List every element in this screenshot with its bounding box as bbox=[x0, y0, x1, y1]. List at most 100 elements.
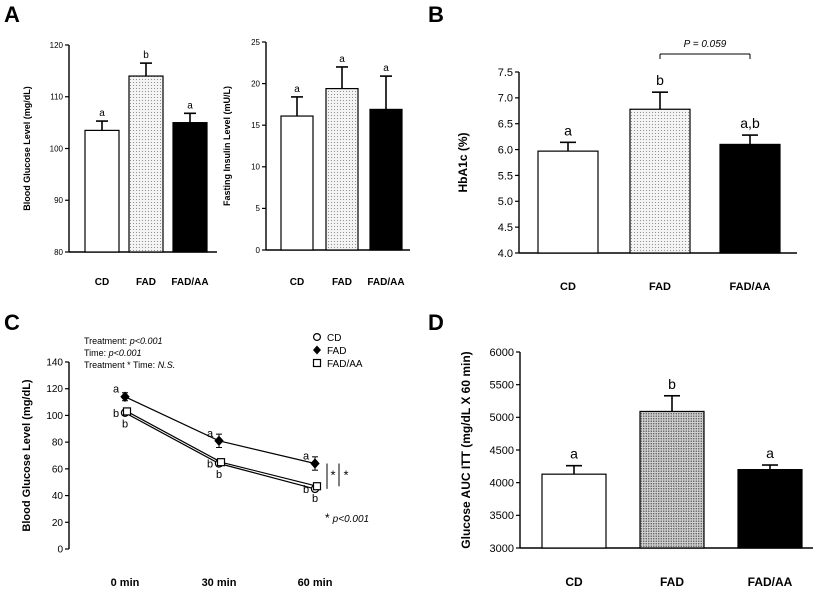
significance-letter: a bbox=[294, 84, 300, 95]
footnote-star: * bbox=[325, 511, 330, 525]
data-point-fad bbox=[214, 435, 224, 447]
category-label: FAD/AA bbox=[171, 277, 208, 288]
category-label: FAD bbox=[332, 277, 352, 288]
y-tick-label: 5.5 bbox=[498, 170, 513, 182]
y-tick-label: 6.5 bbox=[498, 119, 513, 131]
panel-letter-a: A bbox=[4, 2, 20, 27]
significance-letter: a bbox=[187, 100, 193, 111]
y-axis-title: Blood Glucose Level (mg/dL) bbox=[21, 379, 33, 532]
y-axis-title: Blood Glucose Level (mg/dL) bbox=[22, 86, 32, 211]
category-label: FAD/AA bbox=[748, 575, 793, 589]
bar bbox=[84, 129, 120, 253]
category-label: FAD bbox=[649, 281, 671, 293]
y-tick-label: 10 bbox=[251, 163, 260, 172]
y-tick-label: 120 bbox=[46, 384, 63, 395]
legend-label: CD bbox=[327, 333, 341, 344]
y-tick-label: 3500 bbox=[490, 510, 514, 522]
panel-b: 4.0 4.5 5.0 5.5 6.0 6.5 7.0 7.5 HbA1c (%) a CD b FAD… bbox=[456, 39, 797, 293]
y-tick-label: 4000 bbox=[490, 478, 514, 490]
y-tick-label: 15 bbox=[251, 121, 260, 130]
stats-line: Time: p<0.001 bbox=[84, 348, 141, 358]
panel-a1: 80 90 100 110 120 Blood Glucose Level (mg/dL)… bbox=[22, 41, 217, 288]
y-tick-label: 90 bbox=[54, 196, 63, 205]
significance-letter: a bbox=[99, 108, 105, 119]
y-tick-label: 7.0 bbox=[498, 93, 513, 105]
sig-footnote: * p<0.001 bbox=[325, 511, 369, 525]
data-point-fad bbox=[120, 391, 130, 402]
y-tick-label: 25 bbox=[251, 38, 260, 47]
legend-marker bbox=[313, 345, 321, 355]
y-tick-label: 7.5 bbox=[498, 67, 513, 79]
y-tick-label: 0 bbox=[57, 545, 63, 556]
y-tick-label: 100 bbox=[50, 144, 64, 153]
panel-c: 0 20 40 60 80 100 120 140 Blood Glucose Level (m… bbox=[21, 333, 369, 589]
stats-label: Time: bbox=[84, 348, 109, 358]
y-tick-label: 4500 bbox=[490, 445, 514, 457]
category-label: CD bbox=[565, 575, 583, 589]
y-tick-label: 40 bbox=[52, 491, 64, 502]
y-tick-label: 5 bbox=[256, 204, 261, 213]
data-point-fad-aa bbox=[216, 458, 226, 467]
panel-a2: 0 5 10 15 20 25 Fasting Insulin Level (mU/L) a C… bbox=[222, 38, 410, 288]
bar bbox=[541, 473, 607, 549]
y-tick-label: 4.5 bbox=[498, 222, 513, 234]
y-tick-label: 80 bbox=[54, 248, 63, 257]
data-point-fad-aa bbox=[122, 407, 132, 416]
significance-letter: a bbox=[207, 428, 214, 440]
stats-line: Treatment: p<0.001 bbox=[84, 336, 162, 346]
bar bbox=[537, 150, 599, 254]
category-label: CD bbox=[95, 277, 109, 288]
significance-letter: a bbox=[303, 451, 310, 463]
y-axis-title: Glucose AUC ITT (mg/dL X 60 min) bbox=[459, 351, 473, 548]
y-tick-label: 5.0 bbox=[498, 196, 513, 208]
x-category-label: 0 min bbox=[111, 577, 140, 589]
y-tick-label: 140 bbox=[46, 358, 63, 369]
y-tick-label: 5500 bbox=[490, 380, 514, 392]
y-tick-label: 20 bbox=[52, 518, 64, 529]
y-tick-label: 5000 bbox=[490, 412, 514, 424]
significance-letter: b bbox=[122, 418, 128, 430]
y-tick-label: 110 bbox=[50, 93, 63, 102]
legend: CD FAD FAD/AA bbox=[312, 333, 363, 370]
y-axis-title: Fasting Insulin Level (mU/L) bbox=[222, 86, 232, 206]
significance-letter: a bbox=[564, 122, 572, 138]
sig-star: * bbox=[330, 468, 335, 483]
series-line-fad bbox=[124, 396, 316, 465]
footnote-p-value: p<0.001 bbox=[332, 514, 369, 525]
legend-label: FAD bbox=[327, 346, 346, 357]
significance-letter: a,b bbox=[740, 115, 760, 131]
significance-letter: a bbox=[339, 54, 345, 65]
category-label: FAD bbox=[660, 575, 684, 589]
category-label: FAD bbox=[136, 277, 156, 288]
bar bbox=[639, 410, 705, 549]
bar bbox=[369, 108, 403, 251]
x-category-label: 30 min bbox=[202, 577, 237, 589]
bar bbox=[172, 122, 208, 253]
significance-letter: a bbox=[113, 384, 120, 396]
y-tick-label: 0 bbox=[256, 246, 261, 255]
y-tick-label: 80 bbox=[52, 438, 64, 449]
legend-marker bbox=[313, 333, 322, 342]
bar bbox=[128, 75, 164, 253]
data-point-fad bbox=[310, 458, 320, 469]
category-label: CD bbox=[560, 281, 576, 293]
data-point-fad-aa bbox=[312, 482, 322, 491]
significance-letter: a bbox=[570, 446, 578, 462]
bar bbox=[719, 143, 781, 254]
significance-letter: b bbox=[303, 484, 309, 496]
y-tick-label: 3000 bbox=[490, 543, 514, 555]
legend-marker bbox=[312, 358, 322, 368]
significance-letter: a bbox=[766, 445, 774, 461]
y-tick-label: 20 bbox=[251, 79, 260, 88]
bar bbox=[629, 108, 691, 254]
y-tick-label: 100 bbox=[46, 411, 63, 422]
stats-line: Treatment * Time: N.S. bbox=[84, 360, 175, 370]
stats-value: p<0.001 bbox=[129, 336, 163, 346]
stats-label: Treatment: bbox=[84, 336, 130, 346]
panel-letter-b: B bbox=[428, 2, 444, 27]
significance-letter: b bbox=[216, 469, 222, 481]
y-tick-label: 4.0 bbox=[498, 248, 513, 260]
bar bbox=[737, 469, 803, 549]
panel-letter-c: C bbox=[4, 310, 20, 335]
